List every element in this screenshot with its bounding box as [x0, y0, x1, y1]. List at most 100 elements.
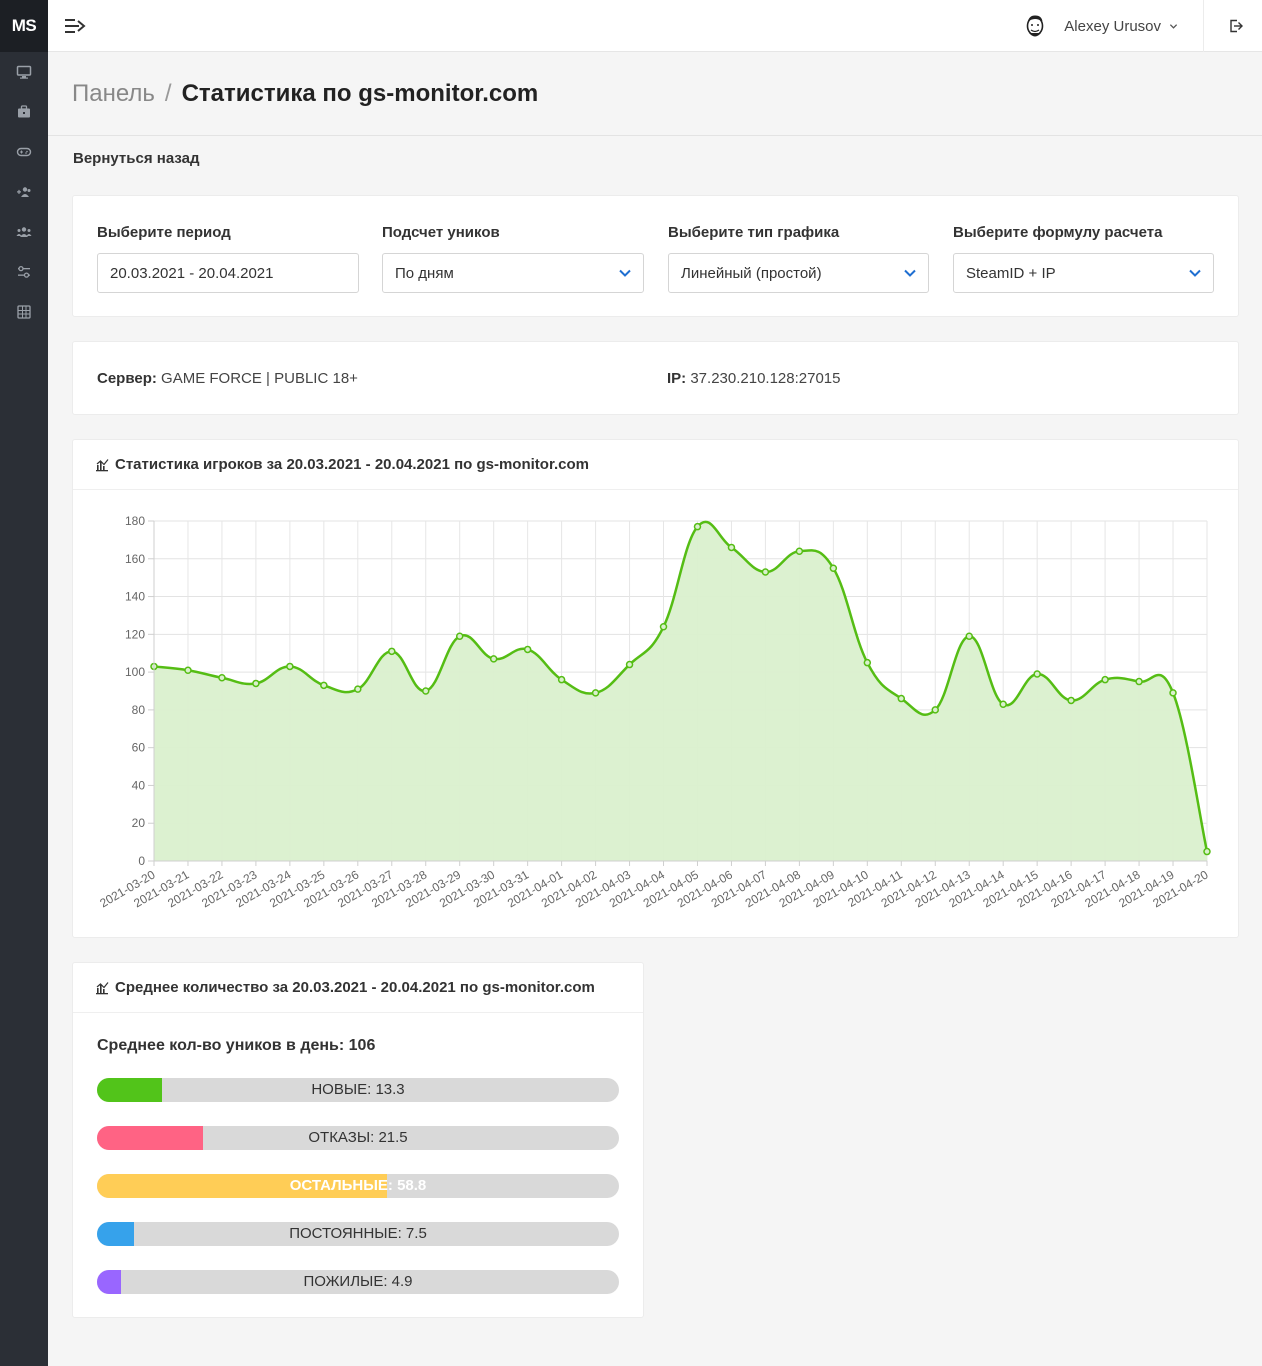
unique-count-filter: Подсчет уников По дням: [382, 224, 644, 293]
progress-fill: [97, 1270, 121, 1294]
data-point: [523, 645, 532, 654]
briefcase-icon[interactable]: [0, 92, 48, 132]
formula-value: SteamID + IP: [966, 264, 1056, 282]
breadcrumb-separator: /: [164, 80, 172, 107]
period-input[interactable]: 20.03.2021 - 20.04.2021: [97, 253, 359, 293]
progress-fill: [97, 1174, 387, 1198]
progress-fill: [97, 1126, 203, 1150]
data-point: [320, 681, 328, 690]
chart-area: 0 20 40 60 80 100 120 140 160 180 2021-03-20 2021-0…: [73, 490, 1238, 937]
y-tick-label: 60: [132, 741, 146, 755]
data-point: [252, 679, 260, 688]
y-tick-label: 40: [132, 778, 146, 792]
filters-card: Выберите период 20.03.2021 - 20.04.2021 …: [72, 195, 1239, 317]
chevron-down-icon: [619, 269, 631, 277]
average-card-title: Среднее количество за 20.03.2021 - 20.04…: [115, 979, 595, 996]
logout-icon[interactable]: [1228, 18, 1244, 34]
data-point: [489, 655, 498, 663]
data-point: [795, 547, 804, 555]
y-tick-label: 100: [125, 665, 145, 679]
server-label: Сервер:: [97, 370, 157, 387]
stats-card-header: Статистика игроков за 20.03.2021 - 20.04…: [73, 440, 1238, 490]
data-point: [184, 666, 192, 674]
chevron-down-icon: [1169, 23, 1178, 29]
formula-select[interactable]: SteamID + IP: [953, 253, 1214, 293]
monitor-icon[interactable]: [0, 52, 48, 92]
avatar: [1020, 11, 1051, 41]
progress-bar: НОВЫЕ: 13.3: [97, 1078, 619, 1102]
chart-type-label: Выберите тип графика: [668, 224, 840, 241]
data-point: [354, 685, 362, 693]
data-point: [388, 647, 396, 656]
series-area: [154, 521, 1207, 861]
data-point: [218, 674, 226, 682]
users-icon[interactable]: [0, 212, 48, 252]
data-point: [1203, 847, 1211, 856]
formula-label: Выберите формулу расчета: [953, 224, 1163, 241]
data-point: [421, 687, 430, 695]
user-menu[interactable]: Alexey Urusov: [1020, 10, 1178, 42]
ip-label: IP:: [667, 370, 687, 387]
progress-fill: [97, 1078, 163, 1102]
users-add-icon[interactable]: [0, 172, 48, 212]
progress-fill: [97, 1222, 135, 1246]
y-tick-label: 120: [125, 627, 145, 641]
server-value: GAME FORCE | PUBLIC 18+: [161, 370, 358, 387]
menu-toggle-icon[interactable]: [64, 16, 86, 36]
y-tick-label: 20: [132, 816, 146, 830]
user-name: Alexey Urusov: [1064, 17, 1161, 35]
y-tick-label: 80: [132, 703, 146, 717]
chart-icon: [96, 981, 109, 994]
data-point: [965, 632, 973, 640]
unique-count-label: Подсчет уников: [382, 224, 500, 241]
data-point: [999, 700, 1007, 708]
y-tick-label: 160: [125, 552, 145, 566]
progress-bar: ОСТАЛЬНЫЕ: 58.8: [97, 1174, 619, 1198]
logo[interactable]: MS: [0, 0, 48, 52]
topbar: Alexey Urusov: [48, 0, 1262, 52]
sliders-icon[interactable]: [0, 252, 48, 292]
ip-info: IP: 37.230.210.128:27015: [667, 370, 841, 387]
grid-icon[interactable]: [0, 292, 48, 332]
breadcrumb: Панель / Статистика по gs-monitor.com: [72, 80, 538, 108]
gamepad-icon[interactable]: [0, 132, 48, 172]
data-point: [829, 564, 838, 572]
progress-label: ПОСТОЯННЫЕ: 7.5: [289, 1225, 427, 1242]
data-point: [1033, 670, 1041, 678]
back-link[interactable]: Вернуться назад: [73, 150, 200, 167]
stats-card-title: Статистика игроков за 20.03.2021 - 20.04…: [115, 456, 589, 473]
stats-card: Статистика игроков за 20.03.2021 - 20.04…: [72, 439, 1239, 938]
chart-icon: [96, 458, 109, 471]
data-point: [1067, 696, 1075, 705]
players-chart: 0204060801001201401601802021-03-202021-0…: [97, 514, 1211, 910]
ip-value: 37.230.210.128:27015: [690, 370, 841, 387]
y-tick-label: 0: [138, 854, 145, 868]
data-point: [727, 543, 736, 552]
data-point: [1101, 675, 1109, 684]
data-point: [693, 522, 702, 531]
data-point: [897, 694, 906, 703]
data-point: [625, 660, 634, 669]
progress-bar: ПОЖИЛЫЕ: 4.9: [97, 1270, 619, 1294]
progress-label: ОСТАЛЬНЫЕ: 58.8: [289, 1177, 427, 1194]
chart-type-filter: Выберите тип графика Линейный (простой): [668, 224, 929, 293]
unique-count-select[interactable]: По дням: [382, 253, 644, 293]
progress-bar: ОТКАЗЫ: 21.5: [97, 1126, 619, 1150]
data-point: [455, 632, 464, 640]
period-label: Выберите период: [97, 224, 231, 241]
progress-label: НОВЫЕ: 13.3: [311, 1081, 405, 1098]
data-point: [863, 658, 872, 667]
chart-type-select[interactable]: Линейный (простой): [668, 253, 929, 293]
average-summary: Среднее кол-во уников в день: 106: [97, 1037, 376, 1054]
chart-type-value: Линейный (простой): [681, 264, 822, 282]
period-filter: Выберите период 20.03.2021 - 20.04.2021: [97, 224, 359, 293]
progress-label: ПОЖИЛЫЕ: 4.9: [303, 1273, 413, 1290]
period-value: 20.03.2021 - 20.04.2021: [110, 264, 274, 282]
data-point: [931, 706, 940, 714]
average-card: Среднее количество за 20.03.2021 - 20.04…: [72, 962, 644, 1318]
breadcrumb-root[interactable]: Панель: [72, 80, 155, 107]
sidebar: MS: [0, 0, 48, 1366]
data-point: [557, 675, 566, 684]
server-info: Сервер: GAME FORCE | PUBLIC 18+: [97, 370, 358, 387]
page-header: Панель / Статистика по gs-monitor.com: [48, 52, 1262, 136]
